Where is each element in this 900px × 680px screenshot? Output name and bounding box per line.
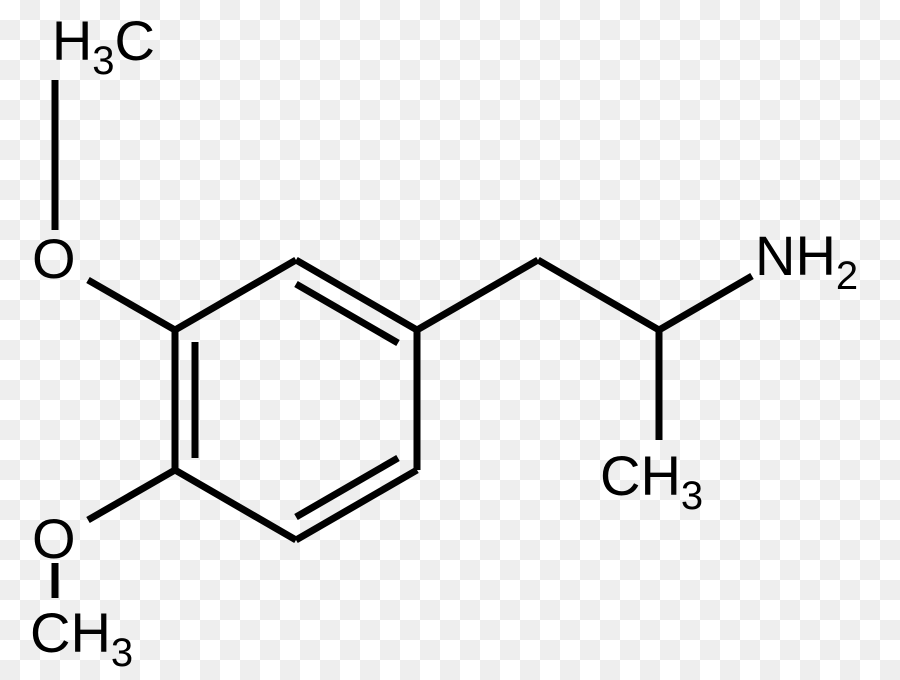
bonds [55, 80, 752, 598]
o-bot-text: O [32, 507, 76, 570]
nh2-h: H [795, 224, 835, 287]
atom-labels: O O H3C CH3 CH3 NH2 [30, 9, 858, 675]
bond-c2-c3 [175, 260, 296, 330]
ch3-bot-h: H [70, 601, 110, 664]
atom-ch3-bottom: CH3 [30, 601, 133, 675]
bond-c6-c1 [175, 470, 296, 540]
atom-o-bottom: O [32, 507, 76, 570]
o-top-text: O [32, 227, 76, 290]
ch3-bot-3: 3 [111, 631, 133, 675]
atom-ch3-top: H3C [52, 9, 155, 83]
atom-ch3-right: CH3 [600, 444, 703, 518]
molecule-diagram: O O H3C CH3 CH3 NH2 [0, 0, 900, 680]
atom-nh2: NH2 [755, 224, 858, 298]
bond-c2-o2 [88, 280, 175, 330]
bond-c8-n1 [659, 276, 752, 330]
ch3-top-c: C [115, 9, 155, 72]
ch3-r-h: H [640, 444, 680, 507]
bond-c7-c8 [538, 260, 659, 330]
ch3-top-3: 3 [92, 39, 114, 83]
bond-c1-o1 [88, 470, 175, 520]
nh2-2: 2 [836, 254, 858, 298]
atom-o-top: O [32, 227, 76, 290]
ch3-r-c: C [600, 444, 640, 507]
ch3-top-h: H [52, 9, 92, 72]
nh2-n: N [755, 224, 795, 287]
ch3-r-3: 3 [681, 474, 703, 518]
ch3-bot-c: C [30, 601, 70, 664]
bond-c4-c7 [417, 260, 538, 330]
